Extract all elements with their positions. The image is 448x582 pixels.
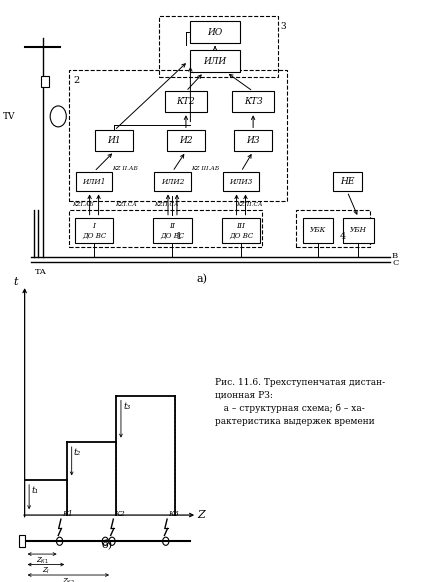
Text: ДО ВС: ДО ВС xyxy=(229,232,253,240)
Text: 2: 2 xyxy=(73,76,79,84)
Text: К2: К2 xyxy=(114,510,125,518)
Text: К3: К3 xyxy=(168,510,179,518)
Text: Z: Z xyxy=(197,510,205,520)
Text: И1: И1 xyxy=(108,136,121,146)
Text: I: I xyxy=(93,222,95,230)
Text: С: С xyxy=(392,259,398,267)
Text: $Z_{I}$: $Z_{I}$ xyxy=(42,566,50,577)
Text: t₃: t₃ xyxy=(123,402,130,410)
FancyBboxPatch shape xyxy=(165,91,207,112)
FancyBboxPatch shape xyxy=(19,535,25,547)
Text: ИЛИ: ИЛИ xyxy=(203,56,227,66)
FancyBboxPatch shape xyxy=(190,50,240,72)
Text: ДО ВС: ДО ВС xyxy=(160,232,185,240)
Text: НЕ: НЕ xyxy=(340,177,354,186)
Text: В: В xyxy=(392,252,398,260)
Text: ДО ВС: ДО ВС xyxy=(82,232,106,240)
Text: II: II xyxy=(169,222,176,230)
Text: $Z_{К1}$: $Z_{К1}$ xyxy=(35,556,49,566)
Text: KZI.СА: KZI.СА xyxy=(115,202,137,207)
Text: ИЛИ3: ИЛИ3 xyxy=(229,178,253,186)
Text: TV: TV xyxy=(3,112,16,121)
Text: 1: 1 xyxy=(176,232,181,241)
Text: УБК: УБК xyxy=(310,226,326,235)
Text: ТА: ТА xyxy=(35,268,47,276)
FancyBboxPatch shape xyxy=(153,218,192,243)
FancyBboxPatch shape xyxy=(154,172,191,191)
FancyBboxPatch shape xyxy=(76,172,112,191)
Text: б): б) xyxy=(102,539,113,549)
Text: И2: И2 xyxy=(179,136,193,146)
Text: KZ II.АБ: KZ II.АБ xyxy=(112,165,138,171)
Text: КТ3: КТ3 xyxy=(244,97,263,107)
Text: t₁: t₁ xyxy=(31,486,39,495)
Text: t: t xyxy=(13,277,18,288)
FancyBboxPatch shape xyxy=(234,130,272,151)
Text: ИЛИ1: ИЛИ1 xyxy=(82,178,106,186)
Text: KZI.АБ: KZI.АБ xyxy=(72,202,93,207)
FancyBboxPatch shape xyxy=(95,130,134,151)
Text: Рис. 11.6. Трехступенчатая дистан-
ционная РЗ:
   а – структурная схема; б – ха-: Рис. 11.6. Трехступенчатая дистан- ционн… xyxy=(215,378,385,425)
Text: а): а) xyxy=(196,274,207,284)
Text: УБН: УБН xyxy=(350,226,367,235)
Text: KZIII.СА: KZIII.СА xyxy=(237,202,263,207)
Text: К1: К1 xyxy=(62,510,73,518)
Text: КТ2: КТ2 xyxy=(177,97,195,107)
FancyBboxPatch shape xyxy=(190,21,240,43)
Text: 4: 4 xyxy=(340,232,346,241)
FancyBboxPatch shape xyxy=(332,172,362,191)
Text: И3: И3 xyxy=(246,136,260,146)
Text: 3: 3 xyxy=(280,22,286,30)
Text: KZП.СА: KZП.СА xyxy=(154,202,179,207)
FancyBboxPatch shape xyxy=(75,218,113,243)
FancyBboxPatch shape xyxy=(222,218,260,243)
FancyBboxPatch shape xyxy=(41,76,49,87)
Text: ИО: ИО xyxy=(207,27,223,37)
FancyBboxPatch shape xyxy=(343,218,374,243)
FancyBboxPatch shape xyxy=(223,172,259,191)
FancyBboxPatch shape xyxy=(303,218,333,243)
FancyBboxPatch shape xyxy=(232,91,274,112)
Text: KZ III.АБ: KZ III.АБ xyxy=(191,165,219,171)
FancyBboxPatch shape xyxy=(167,130,205,151)
Text: t₂: t₂ xyxy=(74,448,81,457)
Text: $Z_{К2}$: $Z_{К2}$ xyxy=(62,577,75,582)
Text: ИЛИ2: ИЛИ2 xyxy=(161,178,184,186)
Text: III: III xyxy=(237,222,246,230)
